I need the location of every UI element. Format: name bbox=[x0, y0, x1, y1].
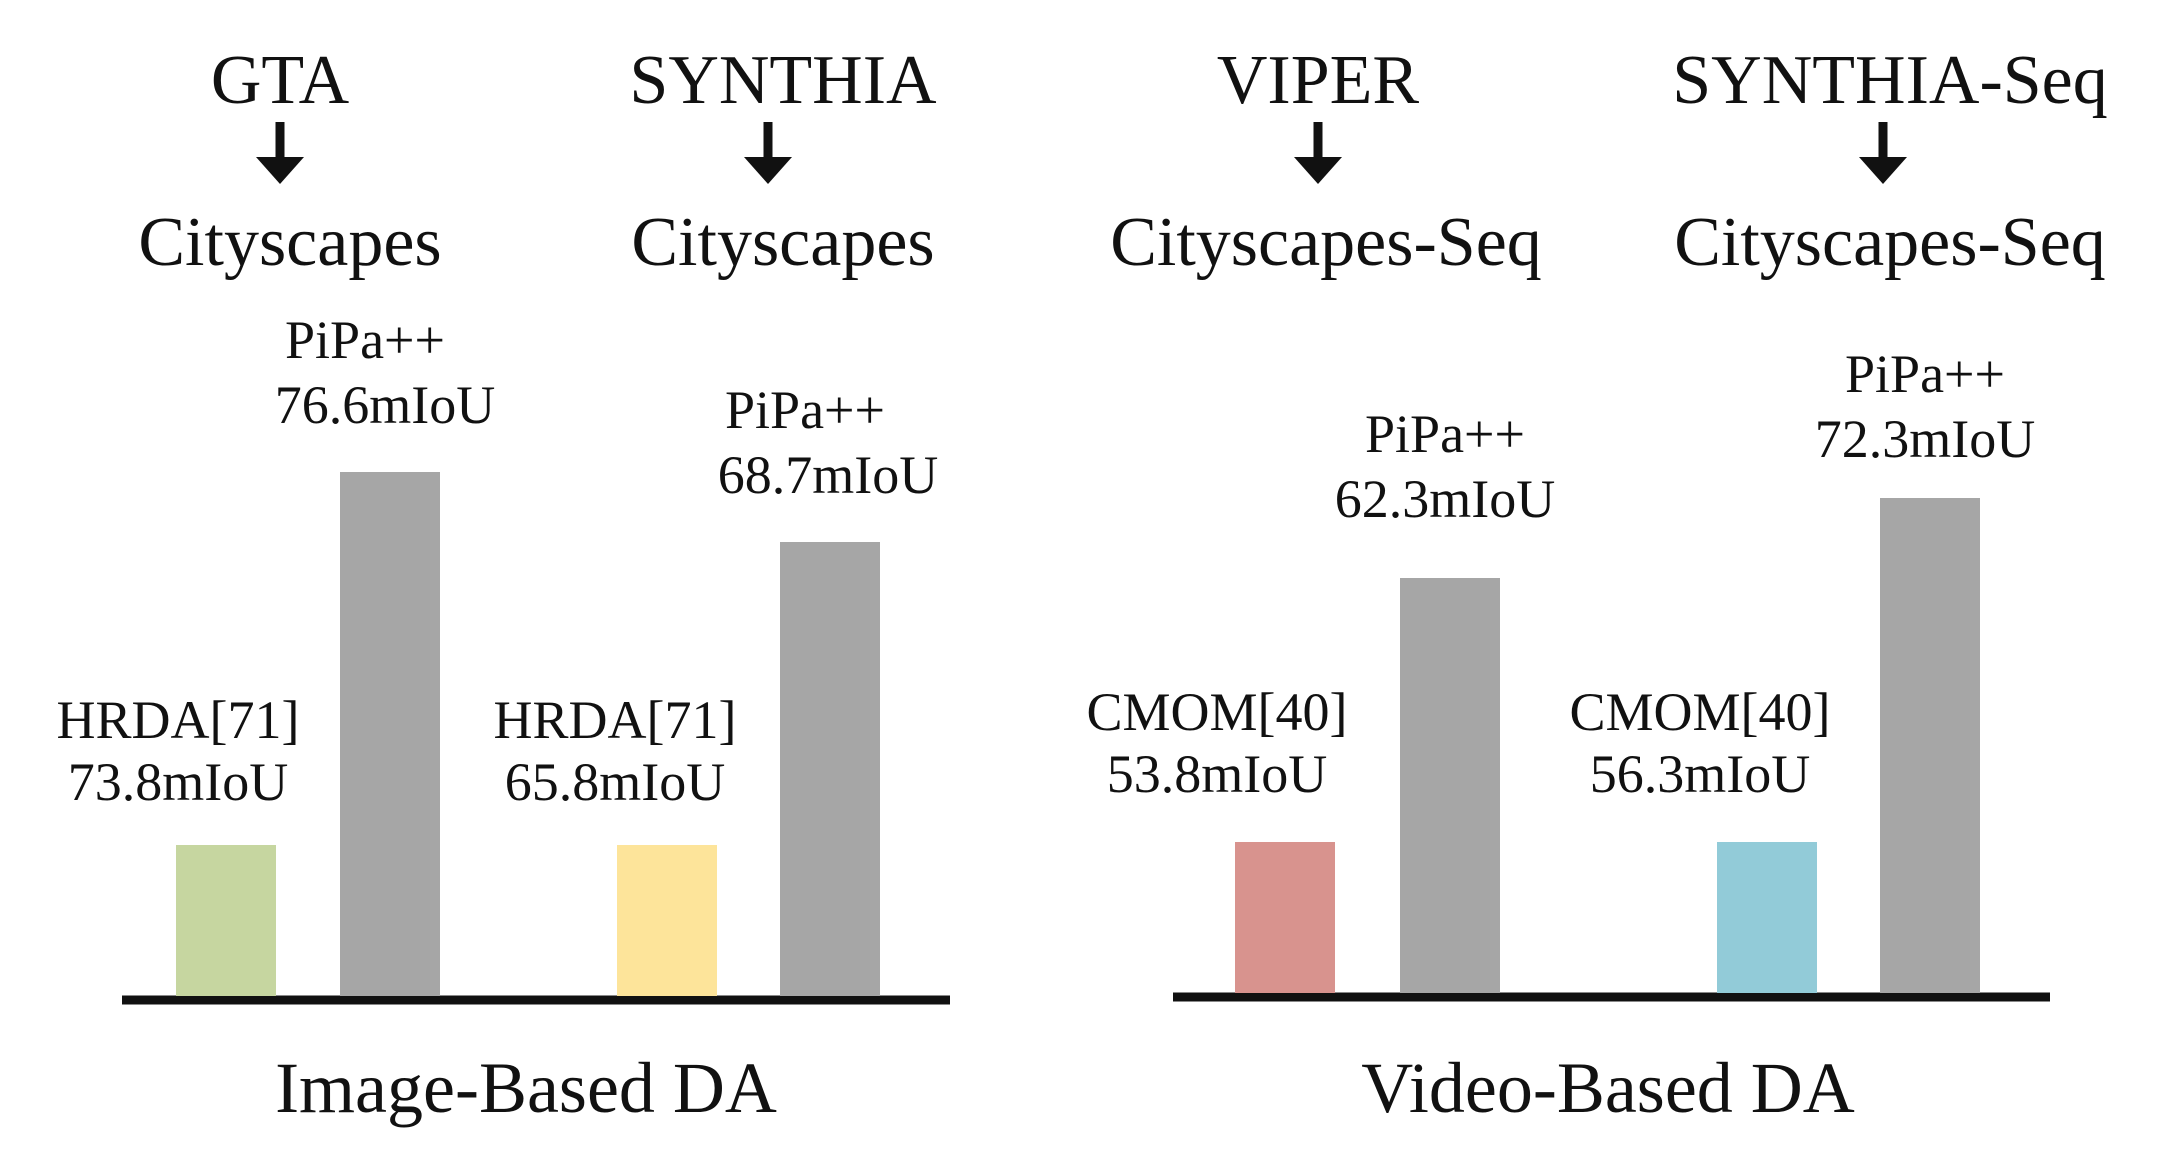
down-arrow-icon bbox=[256, 122, 304, 184]
bar-label-synthia-seq-pipa-value: 72.3mIoU bbox=[1815, 409, 2035, 469]
task-target-gta: Cityscapes bbox=[138, 204, 441, 281]
bar-label-viper-cmom-value: 53.8mIoU bbox=[1107, 744, 1327, 804]
bar-label-synthia-pipa-method: PiPa++ bbox=[725, 380, 885, 440]
task-source-synthia: SYNTHIA bbox=[629, 42, 937, 119]
task-source-viper: VIPER bbox=[1217, 42, 1420, 119]
bar-label-synthia-hrda-method: HRDA[71] bbox=[494, 690, 737, 750]
bar-label-gta-pipa-value: 76.6mIoU bbox=[275, 375, 495, 435]
task-source-synthia-seq: SYNTHIA-Seq bbox=[1672, 42, 2108, 119]
down-arrow-icon bbox=[1859, 122, 1907, 184]
bar-viper-pipa bbox=[1400, 578, 1500, 993]
bar-synthia-hrda bbox=[617, 845, 717, 996]
bar-label-synthia-pipa-value: 68.7mIoU bbox=[718, 445, 938, 505]
bar-synthia-seq-cmom bbox=[1717, 842, 1817, 993]
task-source-gta: GTA bbox=[211, 42, 350, 119]
task-gta: GTA Cityscapes HRDA[71] 73.8mIoU PiPa++ … bbox=[57, 42, 495, 996]
bar-gta-hrda bbox=[176, 845, 276, 996]
group-caption-video-based: Video-Based DA bbox=[1361, 1048, 1855, 1128]
bar-label-synthia-hrda-value: 65.8mIoU bbox=[505, 752, 725, 812]
panel-image-based: Image-Based DA GTA Cityscapes HRDA[71] 7… bbox=[57, 42, 950, 1128]
bar-label-gta-hrda-value: 73.8mIoU bbox=[68, 752, 288, 812]
bar-label-gta-pipa-method: PiPa++ bbox=[285, 310, 445, 370]
bar-label-viper-cmom-method: CMOM[40] bbox=[1086, 682, 1347, 742]
bar-synthia-pipa bbox=[780, 542, 880, 996]
bar-label-viper-pipa-value: 62.3mIoU bbox=[1335, 469, 1555, 529]
down-arrow-icon bbox=[1294, 122, 1342, 184]
bar-label-gta-hrda-method: HRDA[71] bbox=[57, 690, 300, 750]
bar-label-viper-pipa-method: PiPa++ bbox=[1365, 404, 1525, 464]
panel-video-based: Video-Based DA VIPER Cityscapes-Seq CMOM… bbox=[1086, 42, 2107, 1128]
task-viper: VIPER Cityscapes-Seq CMOM[40] 53.8mIoU P… bbox=[1086, 42, 1555, 993]
bar-viper-cmom bbox=[1235, 842, 1335, 993]
task-target-synthia: Cityscapes bbox=[631, 204, 934, 281]
task-target-synthia-seq: Cityscapes-Seq bbox=[1674, 204, 2106, 281]
task-synthia: SYNTHIA Cityscapes HRDA[71] 65.8mIoU PiP… bbox=[494, 42, 938, 996]
bar-gta-pipa bbox=[340, 472, 440, 996]
task-synthia-seq: SYNTHIA-Seq Cityscapes-Seq CMOM[40] 56.3… bbox=[1569, 42, 2108, 993]
task-target-viper: Cityscapes-Seq bbox=[1110, 204, 1542, 281]
bar-label-synthia-seq-cmom-value: 56.3mIoU bbox=[1590, 744, 1810, 804]
bar-synthia-seq-pipa bbox=[1880, 498, 1980, 993]
down-arrow-icon bbox=[744, 122, 792, 184]
bar-label-synthia-seq-cmom-method: CMOM[40] bbox=[1569, 682, 1830, 742]
group-caption-image-based: Image-Based DA bbox=[275, 1048, 777, 1128]
bar-label-synthia-seq-pipa-method: PiPa++ bbox=[1845, 344, 2005, 404]
